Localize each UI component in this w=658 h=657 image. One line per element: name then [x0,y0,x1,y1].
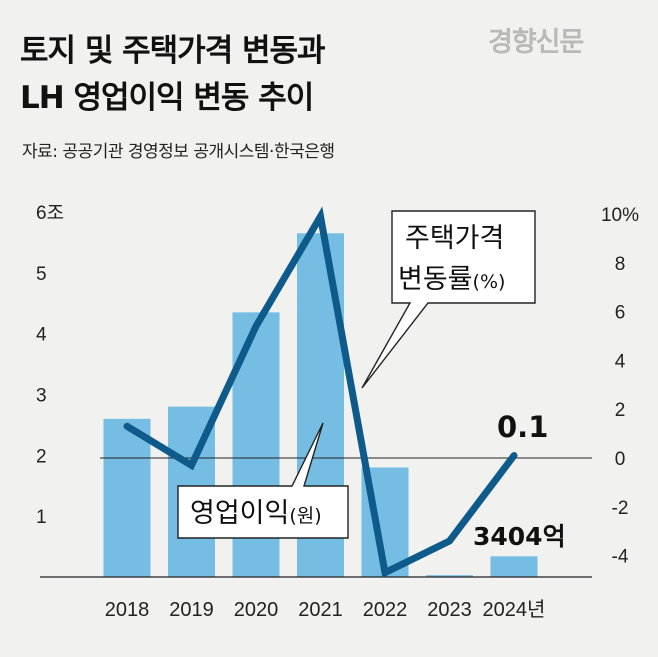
x-tick-label: 2022 [363,599,408,621]
title-line-1: 토지 및 주택가격 변동과 [20,33,326,69]
bar-callout-text: 영업이익(원) [190,498,322,529]
chart-title: 토지 및 주택가격 변동과 LH 영업이익 변동 추이 [20,28,480,122]
left-tick-label: 3 [36,386,47,407]
bar-callout-unit: (원) [289,505,321,527]
line-callout: 주택가격 변동률(%) [361,210,536,389]
right-tick-label: 8 [615,254,626,275]
bar-callout-text-a: 영업이익 [190,498,289,529]
bar-2024년 [490,556,538,577]
x-tick-label: 2024년 [483,598,546,621]
left-tick-label: 6조 [36,203,64,224]
title-line-2: LH 영업이익 변동 추이 [20,80,314,116]
bar-2018 [103,418,151,577]
left-tick-label: 2 [36,446,47,467]
right-tick-label: 2 [615,400,626,421]
x-tick-label: 2019 [169,599,214,621]
bar-callout: 영업이익(원) [177,422,349,539]
right-tick-label: 6 [615,303,626,324]
x-tick-label: 2018 [105,599,150,621]
line-callout-text-2: 변동률(%) [398,264,505,295]
x-tick-label: 2020 [234,599,279,621]
right-tick-label: -2 [612,498,629,519]
x-axis: 2018 2019 2020 2021 2022 2023 2024년 [105,598,546,621]
line-annotation-2024: 0.1 [497,410,548,444]
left-tick-label: 4 [36,325,47,346]
line-series [123,206,518,578]
bar-annotation-2024: 3404억 [473,522,566,551]
right-axis: 10% 8 6 4 2 0 -2 -4 [601,205,639,568]
line-callout-box [361,210,536,389]
watermark-logo: 경향신문 [488,27,584,58]
left-tick-label: 5 [36,264,47,285]
left-axis: 1 2 3 4 5 6조 [36,203,64,528]
x-tick-label: 2021 [298,599,343,621]
line-callout-unit: (%) [473,271,506,293]
source-note: 자료: 공공기관 경영정보 공개시스템·한국은행 [22,142,335,162]
right-tick-label: 10% [601,205,639,226]
right-tick-label: -4 [612,547,629,568]
right-tick-label: 0 [615,449,626,470]
bar-2023 [426,575,473,577]
line-callout-text-2a: 변동률 [398,264,473,295]
left-tick-label: 1 [36,507,47,528]
bar-callout-box [177,422,349,539]
right-tick-label: 4 [615,351,626,372]
line-callout-text-1: 주택가격 [405,223,504,254]
x-tick-label: 2023 [427,599,472,621]
